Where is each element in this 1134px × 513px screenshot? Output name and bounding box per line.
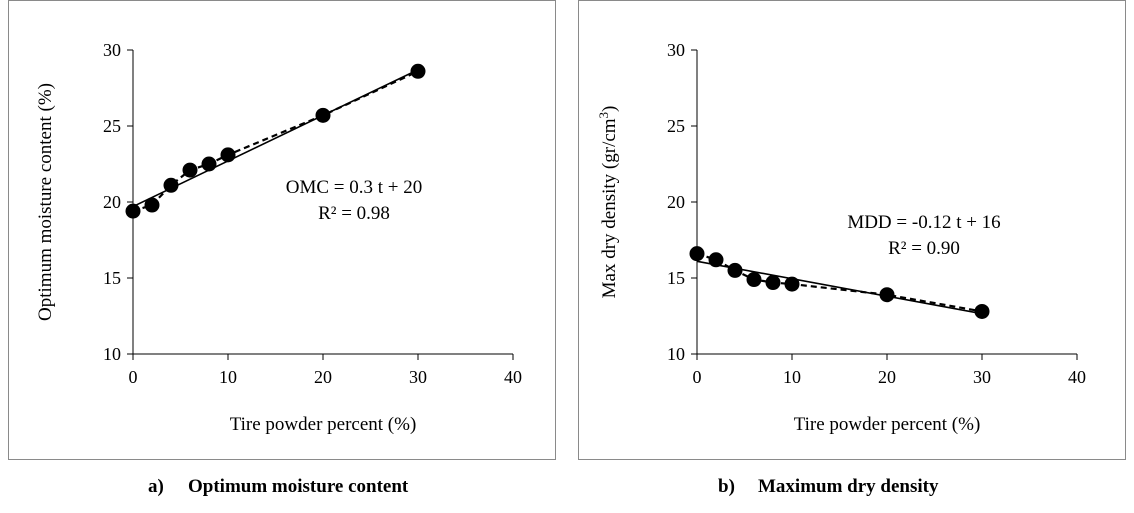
caption-title: Maximum dry density	[758, 476, 939, 497]
x-tick-label: 30	[409, 367, 427, 387]
y-tick-label: 20	[667, 192, 685, 212]
caption-omc: a) Optimum moisture content	[148, 476, 408, 502]
series-connector-dashed	[696, 252, 983, 313]
x-tick-label: 20	[314, 367, 332, 387]
r-squared-label: R² = 0.98	[318, 203, 390, 224]
data-point	[746, 272, 762, 288]
data-point	[144, 197, 160, 213]
regression-equation: MDD = -0.12 t + 16	[847, 212, 1000, 233]
data-point	[125, 203, 141, 219]
data-point	[201, 156, 217, 172]
x-axis-title: Tire powder percent (%)	[230, 414, 417, 435]
data-point	[163, 177, 179, 193]
chart-panel-mdd: 0 10 20 30 40 10 15 20 25 30 Tire powder percent (…	[578, 0, 1126, 460]
y-tick-label: 15	[667, 268, 685, 288]
data-point	[410, 63, 426, 79]
y-tick-label: 20	[103, 192, 121, 212]
y-tick-label: 25	[103, 116, 121, 136]
y-tick-label: 25	[667, 116, 685, 136]
x-tick-label: 30	[973, 367, 991, 387]
x-tick-label: 0	[693, 367, 702, 387]
y-tick-label: 30	[103, 40, 121, 60]
x-axis-title: Tire powder percent (%)	[794, 414, 981, 435]
y-tick-label: 10	[103, 344, 121, 364]
caption-letter: b)	[718, 476, 735, 497]
trendline	[696, 260, 983, 315]
x-tick-label: 40	[504, 367, 522, 387]
caption-title: Optimum moisture content	[188, 476, 409, 497]
y-axis-title-superscript: 3	[596, 112, 611, 119]
y-axis-title-tail: )	[599, 106, 620, 112]
caption-letter: a)	[148, 476, 164, 497]
data-point	[765, 275, 781, 291]
chart-omc-svg: 0 10 20 30 40 10 15 20 25 30 Tire powder percent (…	[35, 40, 522, 435]
chart-mdd-svg: 0 10 20 30 40 10 15 20 25 30 Tire powder percent (…	[596, 40, 1087, 435]
y-tick-label: 30	[667, 40, 685, 60]
data-point	[182, 162, 198, 178]
data-point	[315, 107, 331, 123]
data-point	[879, 287, 895, 303]
data-point	[784, 276, 800, 292]
regression-equation: OMC = 0.3 t + 20	[286, 177, 423, 198]
data-point	[708, 252, 724, 268]
data-point	[220, 147, 236, 163]
x-tick-label: 10	[219, 367, 237, 387]
chart-panel-omc: 0 10 20 30 40 10 15 20 25 30 Tire powder percent (…	[8, 0, 556, 460]
x-tick-label: 10	[783, 367, 801, 387]
data-point	[727, 262, 743, 278]
x-tick-label: 40	[1068, 367, 1086, 387]
trendline	[132, 69, 419, 208]
data-point	[689, 246, 705, 262]
x-tick-label: 0	[129, 367, 138, 387]
y-axis-title: Optimum moisture content (%)	[35, 83, 56, 321]
y-tick-label: 10	[667, 344, 685, 364]
x-tick-label: 20	[878, 367, 896, 387]
y-axis-title: Max dry density (gr/cm3)	[596, 106, 621, 299]
y-tick-label: 15	[103, 268, 121, 288]
caption-mdd: b) Maximum dry density	[718, 476, 939, 502]
data-point	[974, 303, 990, 319]
r-squared-label: R² = 0.90	[888, 238, 960, 259]
